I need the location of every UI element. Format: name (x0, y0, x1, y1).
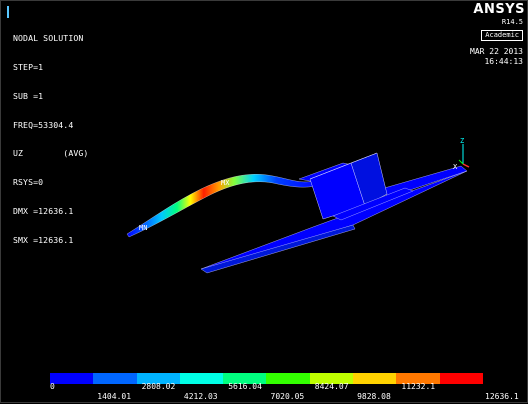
timestamp-date: MAR 22 2013 (470, 47, 523, 56)
legend-value-bottom: 9828.08 (357, 392, 391, 401)
legend-color-band (223, 373, 267, 384)
min-marker: MN (139, 224, 147, 232)
legend-color-band (136, 373, 180, 384)
ansys-logo: ANSYS (473, 2, 525, 17)
axis-y-line (458, 159, 464, 165)
legend-value-top: 8424.07 (314, 382, 349, 391)
legend-value-top: 0 (50, 382, 55, 391)
legend-value-top: 2808.02 (141, 382, 176, 391)
legend-color-band (309, 373, 354, 384)
lumped-mass-top (309, 152, 378, 180)
result-dmx: DMX =12636.1 (13, 205, 74, 216)
result-smx: SMX =12636.1 (13, 234, 74, 245)
axis-z-label: Z (460, 137, 464, 145)
legend-color-band (266, 373, 310, 384)
result-component: UZ (AVG) (13, 148, 89, 159)
legend-color-band (179, 373, 224, 384)
legend-value-bottom: 12636.1 (485, 392, 519, 401)
legend-color-band (396, 373, 440, 384)
axis-x-label: X (453, 163, 458, 171)
legend-value-top: 5616.04 (228, 382, 262, 391)
legend-value-bottom: 7020.05 (270, 392, 305, 401)
window-number-mark (7, 6, 9, 18)
support-bracket (332, 187, 414, 221)
axis-x-line (462, 163, 470, 168)
legend-color-band (93, 373, 137, 384)
wedge-side-face (200, 224, 356, 274)
legend-color-band (439, 373, 483, 384)
contour-legend-bar (50, 373, 483, 384)
result-frequency: FREQ=53304.4 (13, 119, 74, 130)
result-substep: SUB =1 (13, 90, 44, 101)
legend-value-bottom: 4212.03 (183, 392, 218, 401)
timestamp-time: 16:44:13 (484, 57, 523, 66)
result-info-panel: NODAL SOLUTION STEP=1 SUB =1 FREQ=53304.… (13, 15, 88, 264)
timestamp: MAR 22 2013 16:44:13 (470, 47, 523, 67)
result-rsys: RSYS=0 (13, 177, 44, 188)
result-title: NODAL SOLUTION (13, 33, 84, 44)
legend-color-band (50, 373, 94, 384)
max-marker: MX (221, 179, 230, 187)
legend-color-band (353, 373, 397, 384)
ansys-version: R14.5 (501, 18, 523, 26)
edition-badge: Academic (481, 30, 523, 41)
result-step: STEP=1 (13, 61, 44, 72)
legend-value-bottom: 1404.01 (97, 392, 132, 401)
legend-value-top: 11232.1 (401, 382, 436, 391)
